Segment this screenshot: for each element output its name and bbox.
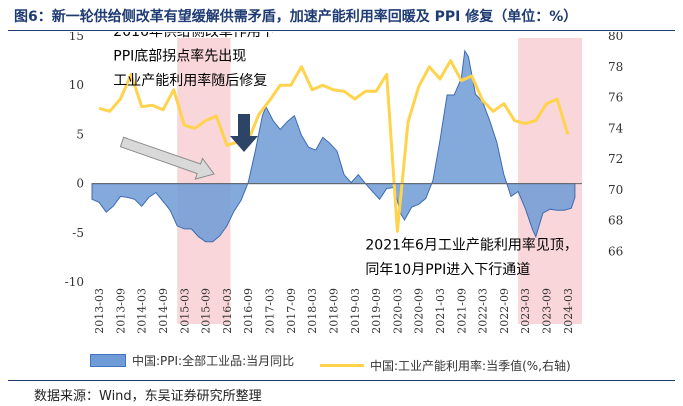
ppi-area-layer [91,49,576,243]
source-note: 数据来源：Wind，东吴证券研究所整理 [34,389,262,404]
annotation-ann3: 工业产能利用率随后修复 [113,72,267,89]
right-axis-ticks: 66 68 70 72 74 76 78 80 [608,32,624,258]
shaded-periods [177,38,582,324]
left-axis-ticks: -10 -5 0 5 10 15 [65,32,84,289]
capacity-line-layer [98,59,570,233]
x-tick-label: 2018-03 [306,288,319,334]
annotation-arrows [119,114,258,180]
x-tick-label: 2017-09 [285,288,298,334]
x-tick-label: 2013-09 [114,288,127,334]
x-tick-label: 2016-09 [242,288,255,334]
annotation-ann2: PPI底部拐点率先出现 [113,48,246,65]
diagonal-arrow-icon [119,136,215,180]
x-tick-label: 2016-03 [221,288,234,334]
annotation-ann4: 2021年6月工业产能利用率见顶， [365,237,578,254]
x-tick-label: 2022-09 [498,288,511,334]
left-tick-label: 15 [69,32,84,43]
legend-swatch-capacity [319,364,364,367]
x-tick-label: 2014-09 [157,288,170,334]
legend-label-capacity: 中国:工业产能利用率:当季值(%,右轴) [369,359,571,373]
title-divider [8,30,675,31]
left-tick-label: 10 [69,78,84,92]
x-tick-label: 2019-03 [349,288,362,334]
shade-period-1 [177,38,231,324]
x-tick-label: 2023-03 [519,288,532,334]
right-tick-label: 78 [608,60,623,74]
left-tick-label: -10 [65,275,84,289]
right-tick-label: 66 [608,244,623,258]
x-tick-label: 2014-03 [136,288,149,334]
legend-swatch-ppi [90,354,126,367]
right-tick-label: 72 [608,152,623,166]
right-tick-label: 68 [608,214,623,228]
x-tick-label: 2020-03 [391,288,404,334]
left-tick-label: -5 [72,226,84,240]
x-tick-label: 2019-09 [370,288,383,334]
x-tick-label: 2021-09 [455,288,468,334]
right-tick-label: 74 [608,121,624,135]
left-tick-label: 5 [76,127,84,141]
right-tick-label: 76 [608,91,623,105]
x-tick-label: 2020-09 [413,288,426,334]
right-tick-label: 80 [608,32,623,43]
x-tick-label: 2015-03 [178,288,191,334]
legend-item-capacity: 中国:工业产能利用率:当季值(%,右轴) [319,357,571,374]
source-divider [8,380,675,381]
shade-period-2 [518,38,582,324]
x-tick-label: 2013-03 [93,288,106,334]
legend: 中国:PPI:全部工业品:当月同比 中国:工业产能利用率:当季值(%,右轴) [90,352,593,374]
ppi-area [91,49,576,243]
annotation-ann1: 2016年供给侧改革作用下 [113,32,275,40]
x-tick-label: 2024-03 [562,288,575,334]
right-tick-label: 70 [608,183,623,197]
x-tick-label: 2022-03 [477,288,490,334]
x-tick-label: 2021-03 [434,288,447,334]
down-arrow-icon [230,114,258,152]
x-tick-label: 2023-09 [540,288,553,334]
chart-title: 图6：新一轮供给侧改革有望缓解供需矛盾，加速产能利用率回暖及 PPI 修复（单位… [14,9,578,25]
annotation-ann5: 同年10月PPI进入下行通道 [365,262,530,278]
capacity-line [98,59,570,233]
legend-label-ppi: 中国:PPI:全部工业品:当月同比 [132,354,295,368]
legend-item-ppi: 中国:PPI:全部工业品:当月同比 [90,352,294,369]
x-axis-ticks: 2013-03 2013-09 2014-03 2014-09 2015-03 2015-… [93,288,575,334]
x-tick-label: 2017-03 [264,288,277,334]
x-tick-label: 2015-09 [200,288,213,334]
left-tick-label: 0 [76,177,84,191]
x-tick-label: 2018-09 [327,288,340,334]
